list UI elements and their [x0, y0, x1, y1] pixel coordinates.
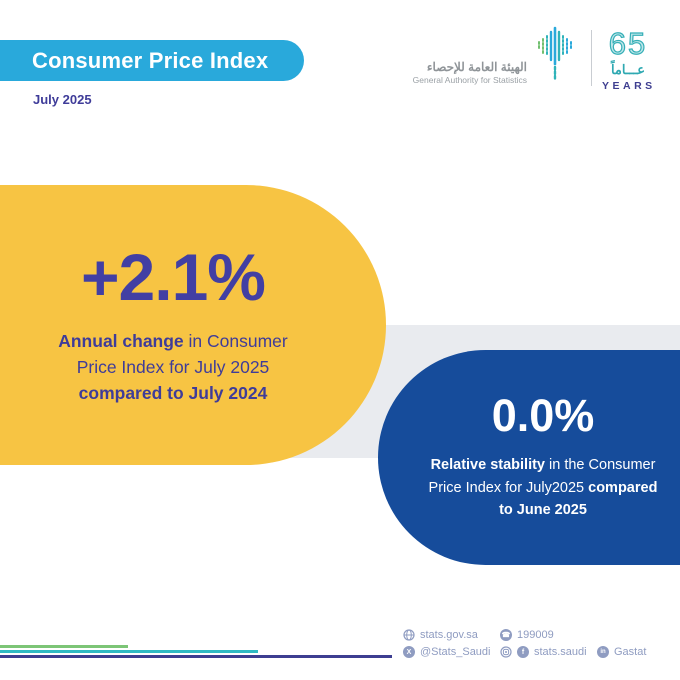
header-banner: Consumer Price Index: [0, 40, 304, 81]
twitter-label: @Stats_Saudi: [420, 646, 491, 658]
instagram-icon: [500, 646, 512, 658]
brand-block: الهيئة العامة للإحصاء General Authority …: [413, 26, 654, 92]
website-item: stats.gov.sa: [403, 629, 500, 641]
footer-contacts-row-1: stats.gov.sa ☎ 199009: [403, 628, 646, 642]
social-handles-item: f stats.saudi: [500, 646, 597, 658]
page-title: Consumer Price Index: [32, 47, 269, 73]
anniversary-years-label: YEARS: [602, 80, 656, 92]
authority-name-english: General Authority for Statistics: [412, 75, 527, 85]
monthly-change-value: 0.0%: [491, 390, 595, 442]
brand-divider: [591, 30, 592, 86]
website-label: stats.gov.sa: [420, 629, 478, 641]
monthly-change-card: 0.0% Relative stability in the Consumer …: [378, 350, 680, 565]
gastat-logo-icon: [538, 26, 572, 82]
footer-line-teal: [0, 650, 258, 653]
phone-item: ☎ 199009: [500, 629, 554, 641]
period-label: July 2025: [33, 92, 92, 107]
authority-names: الهيئة العامة للإحصاء General Authority …: [413, 60, 527, 86]
linkedin-item: in Gastat: [597, 646, 646, 658]
monthly-change-description: Relative stability in the Consumer Price…: [428, 457, 658, 519]
footer-line-navy: [0, 655, 392, 658]
phone-icon: ☎: [500, 629, 512, 641]
authority-name-arabic: الهيئة العامة للإحصاء: [426, 60, 527, 74]
annual-change-value: +2.1%: [81, 239, 266, 314]
annual-change-description: Annual change in Consumer Price Index fo…: [58, 330, 288, 404]
social-handle-label: stats.saudi: [534, 646, 587, 658]
footer-contacts: stats.gov.sa ☎ 199009 X @Stats_Saudi f s…: [403, 628, 646, 662]
anniversary-arabic: عـــاماً: [610, 62, 646, 77]
phone-label: 199009: [517, 629, 554, 641]
linkedin-icon: in: [597, 646, 609, 658]
twitter-item: X @Stats_Saudi: [403, 646, 500, 658]
anniversary-block: 65 عـــاماً YEARS: [602, 26, 656, 92]
footer-contacts-row-2: X @Stats_Saudi f stats.saudi in Gastat: [403, 645, 646, 659]
facebook-icon: f: [517, 646, 529, 658]
anniversary-number: 65: [608, 26, 648, 61]
footer-line-green: [0, 645, 128, 648]
globe-icon: [403, 629, 415, 641]
linkedin-label: Gastat: [614, 646, 647, 658]
annual-change-card: +2.1% Annual change in Consumer Price In…: [0, 185, 386, 465]
x-twitter-icon: X: [403, 646, 415, 658]
